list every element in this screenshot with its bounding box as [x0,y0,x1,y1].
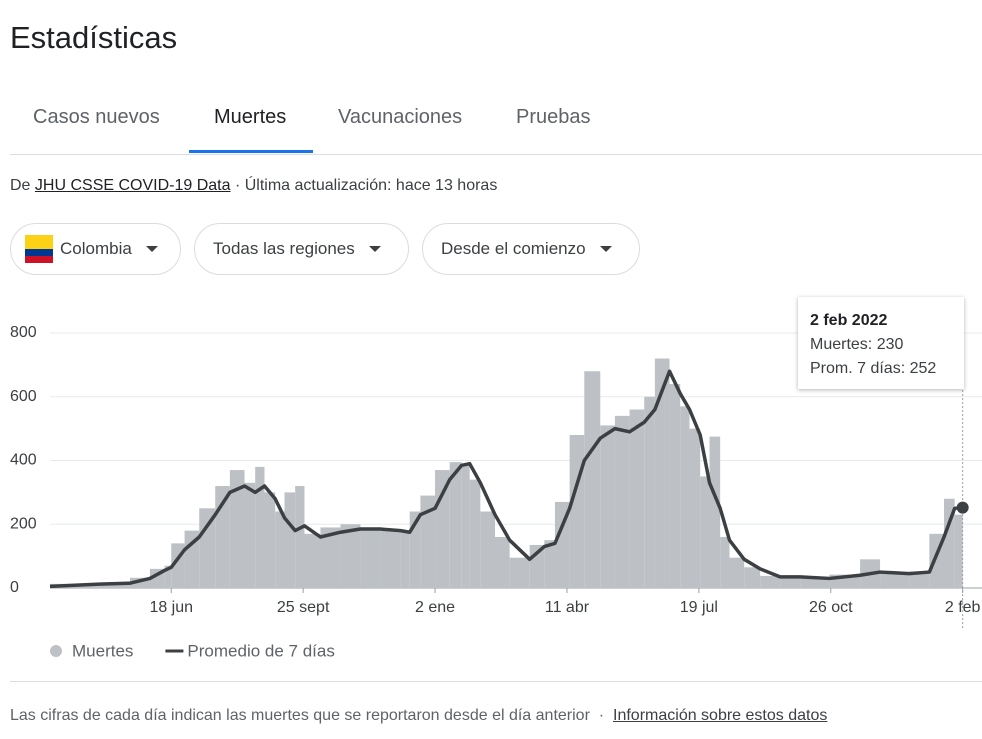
bar [129,577,150,588]
period-filter[interactable]: Desde el comienzo [422,223,640,275]
bar [780,576,801,588]
tab[interactable]: Casos nuevos [33,106,160,128]
bar [800,577,830,588]
bar [614,415,630,588]
y-tick-label: 0 [10,579,19,596]
country-filter[interactable]: Colombia [10,223,181,275]
filter-label: Colombia [60,239,132,258]
hover-point [956,501,969,514]
bar [420,495,436,588]
bar [229,470,245,588]
tooltip-row: Muertes: 230 [810,333,952,357]
tab[interactable]: Vacunaciones [338,106,463,128]
bar [509,557,530,588]
bar [584,371,601,588]
source-line: De JHU CSSE COVID-19 Data · Última actua… [10,177,497,195]
filter-label: Todas las regiones [213,239,355,258]
legend-label: Promedio de 7 días [187,641,334,660]
bar [700,476,710,588]
bar [629,409,645,588]
divider [10,154,982,155]
bar [295,486,305,588]
bar [760,575,781,588]
x-tick-label: 18 jun [149,599,193,616]
tab[interactable]: Muertes [214,106,287,128]
bar [954,514,963,588]
bar [99,582,130,588]
bar [544,540,555,588]
y-tick-label: 200 [10,515,37,532]
bar [275,511,285,588]
flag [25,235,53,263]
legend-marker [50,645,62,657]
bar [409,511,421,588]
bar [709,436,721,588]
tooltip-row: Prom. 7 días: 252 [810,357,952,381]
bar [380,529,401,588]
x-tick-label: 11 abr [545,599,590,616]
footer-link[interactable]: Información sobre estos datos [613,707,828,724]
tab-indicator [189,150,313,153]
bar [199,508,216,588]
y-tick-label: 600 [10,388,37,405]
y-tick-label: 800 [10,324,37,341]
x-tick-label: 2 ene [415,599,455,616]
divider [10,681,982,682]
tooltip-label: Prom. 7 días: [810,360,906,377]
bar [600,425,615,588]
footer-separator: · [598,707,605,724]
region-filter[interactable]: Todas las regiones [194,223,409,275]
bar [449,462,462,588]
tooltip-value: 230 [876,336,904,353]
bar [909,571,930,588]
tooltip: 2 feb 2022 Muertes: 230 Prom. 7 días: 25… [798,297,964,389]
bar [680,406,690,588]
bar [880,572,910,588]
tab[interactable]: Pruebas [516,106,591,128]
x-tick-label: 25 sept [277,599,330,616]
bar [461,463,470,588]
bar [729,557,745,588]
footer-note: Las cifras de cada día indican las muert… [10,707,590,724]
bar [255,466,265,588]
chart: 0 200 400 600 800 18 jun 25 sept 2 ene 11 abr 19 … [10,324,982,660]
bar [669,384,681,588]
bar [360,527,381,588]
average-line [49,369,963,589]
bar [654,358,670,588]
footer: Las cifras de cada día indican las muert… [10,707,827,725]
legend-label: Muertes [72,641,133,660]
bar [495,537,510,588]
bar [569,435,585,588]
bar [744,567,761,588]
bar [304,533,321,588]
bar [244,482,256,588]
bar [554,501,570,588]
bar [264,492,276,588]
source-link[interactable]: JHU CSSE COVID-19 Data [34,177,231,194]
bar [720,537,730,588]
bar [164,565,172,588]
bar [320,527,341,588]
bar [689,428,701,588]
bar [644,396,655,588]
x-tick-label: 26 oct [809,599,853,616]
bar [944,498,955,588]
bar [284,492,296,588]
tooltip-title: 2 feb 2022 [810,312,888,329]
bar [400,530,410,588]
bar [469,479,481,588]
tooltip-label: Muertes: [810,336,873,353]
bar [340,524,361,588]
tooltip-value: 252 [909,360,937,377]
source-prefix: De [10,177,31,194]
page-title: Estadísticas [10,20,178,55]
filter-label: Desde el comienzo [441,239,586,258]
x-tick-label: 19 jul [680,599,718,616]
bar [480,511,496,588]
y-tick-label: 400 [10,452,37,469]
update-info: · Última actualización: hace 13 horas [234,177,498,194]
